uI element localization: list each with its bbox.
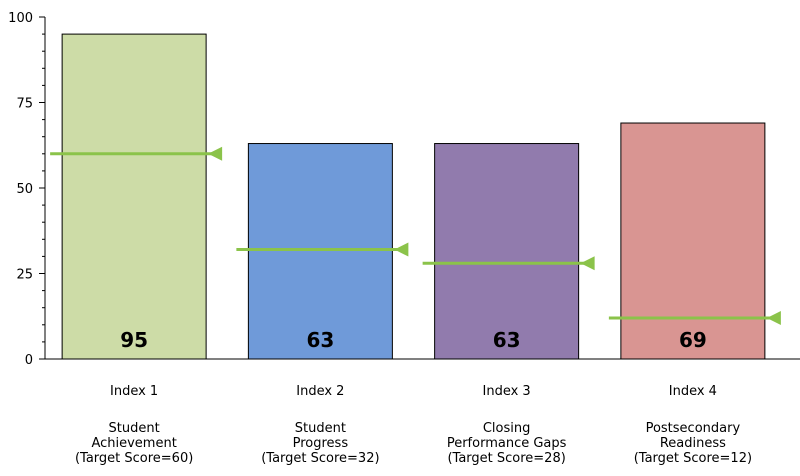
- category-name-label: Postsecondary: [646, 421, 741, 436]
- bar-value-label: 95: [120, 328, 148, 352]
- category-target-label: (Target Score=60): [75, 451, 193, 466]
- y-tick-label: 25: [16, 268, 33, 283]
- y-tick-label: 50: [16, 182, 33, 197]
- target-marker: [766, 310, 781, 325]
- bars: 95 63 63 69: [61, 33, 766, 360]
- category-index-label: Index 3: [483, 384, 531, 399]
- target-markers: [50, 146, 781, 325]
- y-tick-label: 75: [16, 97, 33, 112]
- category-name-label: Closing: [483, 421, 531, 436]
- category-index-label: Index 2: [296, 384, 344, 399]
- category-name-label: Achievement: [91, 436, 176, 451]
- bar: [620, 122, 766, 360]
- category-target-label: (Target Score=12): [634, 451, 752, 466]
- bar: [61, 33, 207, 360]
- bar: [434, 143, 580, 360]
- y-tick-label: 0: [25, 353, 33, 368]
- category-target-label: (Target Score=32): [261, 451, 379, 466]
- bar-value-label: 63: [306, 328, 334, 352]
- category-name-label: Performance Gaps: [447, 436, 567, 451]
- category-index-label: Index 1: [110, 384, 158, 399]
- category-name-label: Student: [295, 421, 346, 436]
- category-target-label: (Target Score=28): [447, 451, 565, 466]
- bar: [247, 143, 393, 360]
- bar-value-label: 69: [679, 328, 707, 352]
- target-marker: [208, 146, 223, 161]
- category-index-label: Index 4: [669, 384, 717, 399]
- category-name-label: Readiness: [660, 436, 726, 451]
- target-marker: [580, 256, 595, 271]
- y-tick-label: 100: [8, 11, 33, 26]
- target-marker: [394, 242, 409, 257]
- category-name-label: Student: [109, 421, 160, 436]
- bar-value-label: 63: [493, 328, 521, 352]
- category-name-label: Progress: [293, 436, 349, 451]
